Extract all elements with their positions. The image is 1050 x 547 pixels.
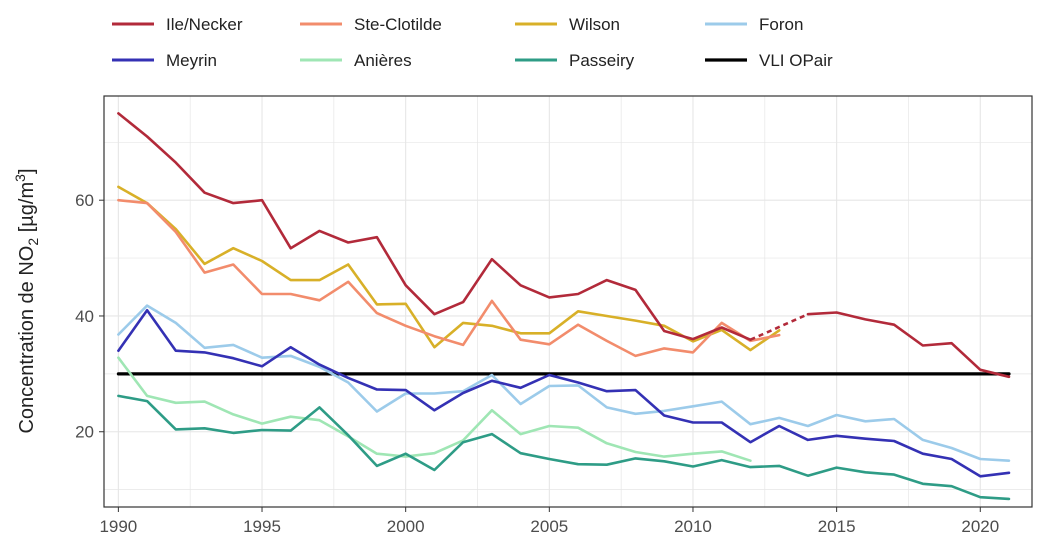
legend-item-vli-opair: VLI OPair <box>705 51 833 70</box>
legend-label: VLI OPair <box>759 51 833 70</box>
x-tick-label: 2010 <box>674 517 712 536</box>
series-line-ile-necker <box>806 311 1011 379</box>
y-tick-label: 40 <box>75 307 94 326</box>
legend-label: Wilson <box>569 15 620 34</box>
legend-label: Passeiry <box>569 51 635 70</box>
legend-label: Anières <box>354 51 412 70</box>
legend-item-wilson: Wilson <box>515 15 620 34</box>
legend-item-anieres: Anières <box>300 51 412 70</box>
legend: Ile/Necker Ste-Clotilde Wilson Foron Meyrin A… <box>112 15 833 70</box>
legend-label: Foron <box>759 15 803 34</box>
series-line-ile-necker <box>117 112 752 341</box>
series-line-foron <box>117 304 1011 462</box>
legend-item-ste-clotilde: Ste-Clotilde <box>300 15 442 34</box>
series-ste-clotilde <box>117 198 781 358</box>
series-line-ste-clotilde <box>117 198 781 358</box>
legend-item-passeiry: Passeiry <box>515 51 635 70</box>
series-wilson <box>117 185 781 352</box>
x-tick-label: 2015 <box>818 517 856 536</box>
y-tick-label: 20 <box>75 423 94 442</box>
legend-label: Ste-Clotilde <box>354 15 442 34</box>
series-ile-necker <box>117 112 1011 379</box>
series-layer <box>116 112 1011 501</box>
legend-item-meyrin: Meyrin <box>112 51 217 70</box>
x-tick-label: 1995 <box>243 517 281 536</box>
legend-label: Ile/Necker <box>166 15 243 34</box>
series-meyrin <box>117 308 1011 478</box>
series-line-meyrin <box>117 308 1011 478</box>
legend-item-foron: Foron <box>705 15 803 34</box>
legend-item-ile-necker: Ile/Necker <box>112 15 243 34</box>
series-foron <box>117 304 1011 462</box>
legend-label: Meyrin <box>166 51 217 70</box>
series-line-wilson <box>117 185 781 352</box>
x-tick-label: 2020 <box>961 517 999 536</box>
plot-frame <box>103 95 1033 508</box>
x-tick-label: 2005 <box>530 517 568 536</box>
series-line-passeiry <box>117 394 1011 501</box>
series-anieres <box>117 356 752 462</box>
x-tick-label: 1990 <box>99 517 137 536</box>
series-gap-ile-necker <box>749 313 809 341</box>
y-axis-label: Concentration de NO2 [µg/m3] <box>12 168 41 433</box>
y-tick-label: 60 <box>75 191 94 210</box>
series-passeiry <box>117 394 1011 501</box>
x-tick-label: 2000 <box>387 517 425 536</box>
series-line-anieres <box>117 356 752 462</box>
